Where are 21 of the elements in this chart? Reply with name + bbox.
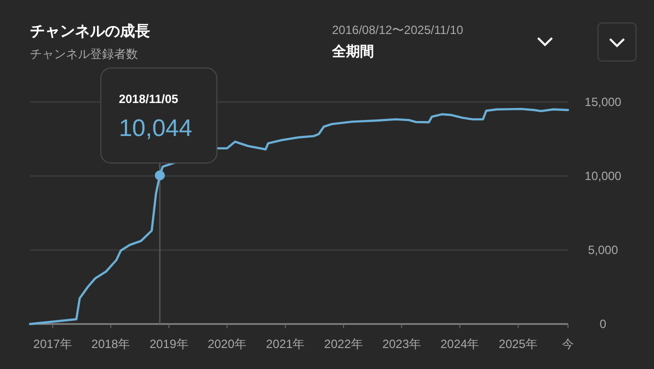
x-tick-label: 2020年	[208, 337, 246, 351]
x-tick-label: 2022年	[324, 337, 363, 351]
y-tick-label: 15,000	[584, 95, 622, 109]
chart-subtitle: チャンネル登録者数	[30, 47, 138, 61]
chart-title: チャンネルの成長	[30, 23, 150, 40]
text: 2016/08/12〜2025/11/10	[332, 23, 464, 37]
x-tick-label: 今	[562, 337, 574, 351]
x-tick-label: 2018年	[91, 337, 130, 351]
y-tick-label: 10,000	[584, 169, 622, 183]
annotation: 2018/11/05	[118, 92, 179, 106]
x-tick-label: 2019年	[150, 337, 188, 351]
text: 全期間	[331, 43, 374, 59]
y-tick-label: 5,000	[588, 243, 618, 257]
x-tick-label: 2021年	[266, 337, 305, 351]
annotation: 10,044	[118, 115, 192, 142]
x-tick-label: 2024年	[440, 337, 480, 351]
y-tick-label: 0	[600, 317, 607, 331]
x-tick-label: 2023年	[382, 337, 422, 351]
x-tick-label: 2025年	[498, 337, 538, 351]
line-series	[28, 108, 570, 326]
x-tick-label: 2017年	[33, 337, 72, 351]
